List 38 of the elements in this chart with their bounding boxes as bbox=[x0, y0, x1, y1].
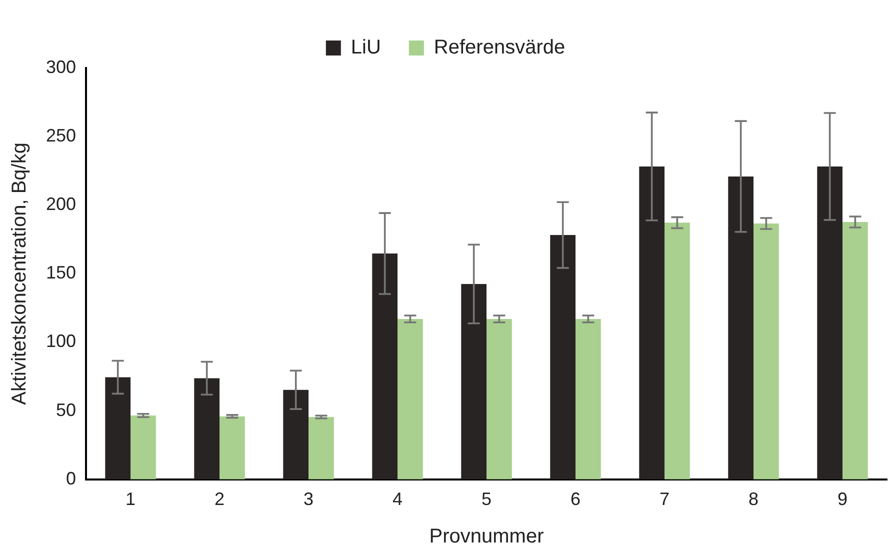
x-tick-label: 4 bbox=[392, 489, 403, 510]
legend-label: Referensvärde bbox=[434, 36, 566, 59]
y-tick-label: 100 bbox=[46, 331, 76, 352]
bar bbox=[728, 176, 754, 480]
bar bbox=[220, 416, 245, 480]
x-tick-label: 5 bbox=[482, 489, 492, 510]
bar bbox=[664, 222, 690, 480]
y-tick-label: 300 bbox=[46, 56, 76, 77]
bar bbox=[639, 166, 665, 480]
bar bbox=[130, 415, 156, 480]
y-tick-label: 50 bbox=[56, 400, 76, 420]
bar bbox=[486, 318, 512, 480]
bar bbox=[105, 377, 131, 480]
legend-label: LiU bbox=[350, 36, 381, 59]
y-axis-title: Aktivitetskoncentration, Bq/kg bbox=[8, 142, 31, 405]
x-tick-label: 7 bbox=[660, 489, 670, 510]
x-tick-label: 8 bbox=[748, 489, 759, 510]
bar bbox=[283, 390, 309, 480]
bar bbox=[817, 166, 842, 480]
bar bbox=[372, 254, 398, 480]
bar bbox=[398, 318, 423, 480]
x-axis-title: Provnummer bbox=[429, 526, 544, 548]
y-tick-label: 0 bbox=[66, 468, 76, 488]
y-tick-label: 250 bbox=[46, 126, 76, 146]
x-tick-label: 1 bbox=[126, 489, 136, 510]
bar bbox=[842, 222, 868, 480]
x-tick-label: 6 bbox=[570, 489, 581, 510]
bar bbox=[576, 318, 601, 480]
bar bbox=[461, 284, 487, 480]
x-tick-label: 2 bbox=[214, 489, 225, 510]
bar bbox=[550, 235, 576, 480]
bar bbox=[754, 224, 779, 480]
y-tick-label: 150 bbox=[46, 262, 76, 283]
x-tick-label: 9 bbox=[837, 489, 848, 510]
bar bbox=[194, 378, 220, 480]
x-tick-label: 3 bbox=[304, 489, 314, 510]
y-tick-label: 200 bbox=[46, 194, 76, 214]
bar bbox=[308, 417, 334, 480]
